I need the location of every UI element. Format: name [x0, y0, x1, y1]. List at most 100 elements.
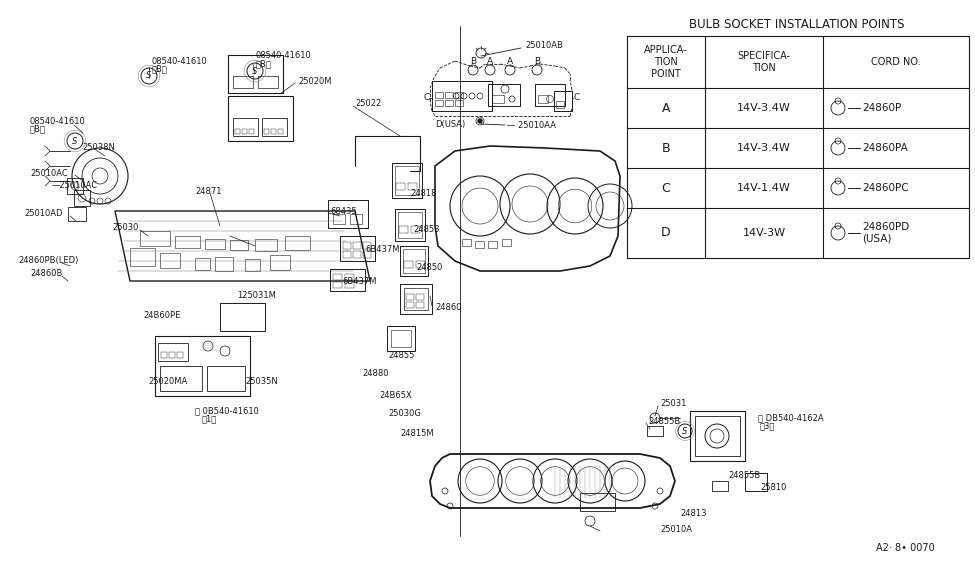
Bar: [330, 269, 365, 291]
Bar: [245, 259, 260, 271]
Text: C: C: [662, 182, 671, 195]
Text: — 25010AA: — 25010AA: [507, 122, 556, 131]
Bar: [255, 239, 277, 251]
Bar: [416, 261, 425, 268]
Text: Ⓢ DB540-4162A: Ⓢ DB540-4162A: [758, 414, 824, 422]
Text: S: S: [253, 66, 257, 75]
Bar: [745, 473, 767, 491]
Text: CORD NO.: CORD NO.: [872, 57, 920, 67]
Bar: [712, 481, 728, 491]
Text: 24860PC: 24860PC: [862, 183, 909, 193]
Text: B: B: [534, 57, 540, 66]
Text: —25010AC: —25010AC: [52, 182, 98, 191]
Bar: [398, 212, 422, 238]
Text: 24818: 24818: [410, 190, 437, 199]
Bar: [67, 178, 83, 194]
Bar: [228, 96, 293, 141]
Text: 25010AB: 25010AB: [525, 41, 563, 50]
Text: 24860P: 24860P: [862, 103, 901, 113]
Bar: [399, 226, 408, 233]
Text: A: A: [662, 101, 670, 114]
Text: 25010A: 25010A: [660, 525, 692, 534]
Text: 25038N: 25038N: [82, 143, 115, 152]
Bar: [340, 236, 375, 261]
Text: 24860PD
(USA): 24860PD (USA): [862, 222, 910, 244]
Bar: [392, 163, 422, 198]
Bar: [285, 236, 310, 250]
Bar: [396, 183, 405, 190]
Bar: [455, 92, 463, 98]
Bar: [258, 76, 278, 88]
Text: （B）: （B）: [152, 65, 168, 74]
Bar: [278, 129, 283, 134]
Bar: [363, 242, 371, 249]
Text: C: C: [424, 93, 430, 102]
Bar: [228, 55, 283, 93]
Bar: [230, 240, 248, 250]
Text: 24B65X: 24B65X: [379, 392, 411, 401]
Bar: [74, 190, 90, 206]
Bar: [333, 214, 345, 224]
Bar: [391, 330, 411, 347]
Text: C: C: [574, 93, 580, 102]
Text: 24B60PE: 24B60PE: [143, 311, 180, 320]
Text: 24850: 24850: [416, 264, 443, 272]
Text: Ⓢ 0B540-41610: Ⓢ 0B540-41610: [195, 406, 259, 415]
Bar: [488, 241, 497, 248]
Text: （B）: （B）: [30, 125, 46, 134]
Text: 14V-3W: 14V-3W: [742, 228, 786, 238]
Text: APPLICA-
TION
POINT: APPLICA- TION POINT: [644, 45, 687, 79]
Text: 25010AC: 25010AC: [30, 169, 67, 178]
Text: 6B437M: 6B437M: [365, 245, 400, 254]
Text: 08540-41610: 08540-41610: [256, 52, 312, 61]
Bar: [462, 239, 471, 246]
Text: 125031M: 125031M: [237, 291, 276, 301]
Text: 6B437M: 6B437M: [342, 277, 376, 286]
Bar: [492, 95, 504, 103]
Text: 24855: 24855: [388, 351, 414, 361]
Bar: [690, 411, 745, 461]
Bar: [169, 352, 175, 358]
Circle shape: [478, 119, 482, 123]
Text: A: A: [487, 57, 493, 66]
Bar: [395, 209, 425, 241]
Text: 24860B: 24860B: [30, 269, 62, 278]
Text: D(USA): D(USA): [435, 119, 465, 128]
Text: 24815M: 24815M: [400, 430, 434, 439]
Text: 25020M: 25020M: [298, 76, 332, 85]
Bar: [270, 255, 290, 270]
Bar: [158, 343, 188, 361]
Bar: [445, 100, 453, 106]
Bar: [535, 84, 565, 106]
Text: S: S: [682, 427, 687, 435]
Bar: [155, 336, 250, 396]
Bar: [395, 166, 419, 195]
Text: 25030: 25030: [112, 224, 138, 233]
Bar: [556, 101, 564, 108]
Text: 14V-3.4W: 14V-3.4W: [737, 143, 791, 153]
Text: 25031: 25031: [660, 400, 686, 409]
Bar: [455, 100, 463, 106]
Bar: [220, 303, 265, 331]
Bar: [408, 183, 417, 190]
Text: 24860PB(LED): 24860PB(LED): [18, 256, 78, 265]
Bar: [435, 100, 443, 106]
Bar: [580, 493, 615, 511]
Bar: [205, 239, 225, 249]
Bar: [411, 226, 420, 233]
Text: 08540-41610: 08540-41610: [30, 117, 86, 126]
Bar: [400, 246, 428, 276]
Bar: [404, 261, 413, 268]
Text: 14V-3.4W: 14V-3.4W: [737, 103, 791, 113]
Bar: [177, 352, 183, 358]
Bar: [416, 294, 424, 300]
Bar: [160, 253, 180, 268]
Text: BULB SOCKET INSTALLATION POINTS: BULB SOCKET INSTALLATION POINTS: [689, 18, 905, 31]
Bar: [130, 248, 155, 266]
Bar: [353, 251, 361, 258]
Text: B: B: [470, 57, 476, 66]
Bar: [416, 302, 424, 308]
Bar: [215, 257, 233, 271]
Bar: [161, 352, 167, 358]
Bar: [435, 92, 443, 98]
